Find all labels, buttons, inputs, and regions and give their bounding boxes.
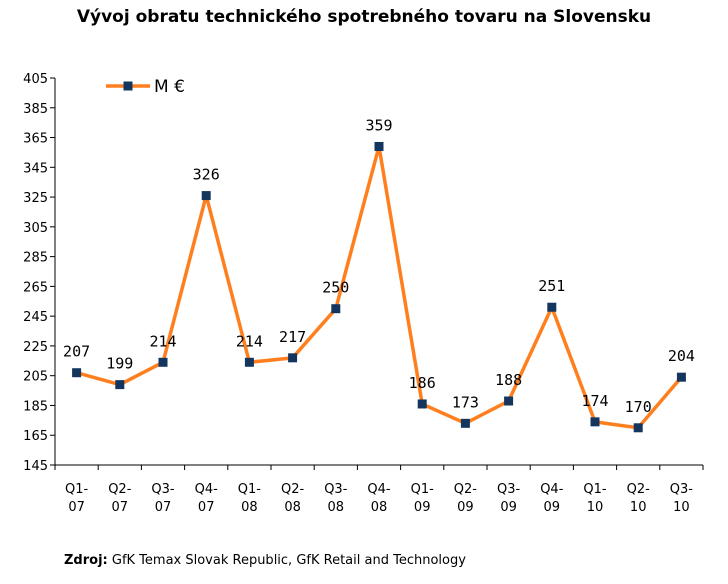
data-point [417, 399, 427, 409]
data-label: 173 [452, 393, 479, 411]
data-point [590, 417, 600, 427]
data-label: 186 [409, 374, 436, 392]
data-point [460, 418, 470, 428]
x-tick-label: Q4-09 [540, 482, 564, 515]
data-label: 250 [322, 279, 349, 297]
data-point [676, 372, 686, 382]
data-label: 199 [106, 355, 133, 373]
data-label: 214 [236, 332, 263, 350]
y-tick-label: 245 [23, 310, 48, 325]
data-label: 170 [625, 398, 652, 416]
data-point [633, 423, 643, 433]
data-label: 214 [149, 332, 176, 350]
x-tick-label: Q1-07 [65, 482, 89, 515]
x-tick-label: Q2-07 [108, 482, 132, 515]
source-note: Zdroj: GfK Temax Slovak Republic, GfK Re… [64, 553, 466, 568]
legend: M € [106, 77, 185, 97]
data-label: 174 [581, 392, 608, 410]
data-point [504, 396, 514, 406]
y-tick-label: 165 [23, 429, 48, 444]
y-tick-label: 285 [23, 251, 48, 266]
y-tick-label: 145 [23, 459, 48, 474]
y-tick-label: 385 [23, 102, 48, 117]
data-point [201, 191, 211, 201]
x-tick-label: Q3-07 [151, 482, 175, 515]
data-label: 251 [538, 277, 565, 295]
source-label: Zdroj: [64, 553, 108, 568]
data-label: 217 [279, 328, 306, 346]
y-tick-label: 405 [23, 72, 48, 87]
x-tick-label: Q1-10 [583, 482, 607, 515]
y-tick-label: 185 [23, 399, 48, 414]
legend-label: M € [154, 77, 185, 97]
x-tick-label: Q4-07 [195, 482, 219, 515]
y-tick-label: 325 [23, 191, 48, 206]
legend-marker [123, 81, 133, 91]
data-point [158, 357, 168, 367]
x-tick-label: Q2-08 [281, 482, 305, 515]
data-label: 326 [193, 166, 220, 184]
data-point [72, 368, 82, 378]
x-tick-label: Q3-10 [670, 482, 694, 515]
y-axis-ticks: 145 165 185 205 225 245 265 285 305 325 345 365 385 4… [23, 72, 55, 474]
data-point [331, 304, 341, 314]
series-line [76, 144, 683, 430]
y-tick-label: 305 [23, 221, 48, 236]
data-point [288, 353, 298, 363]
x-tick-label: Q1-08 [238, 482, 262, 515]
y-tick-label: 365 [23, 132, 48, 147]
x-tick-label: Q3-08 [324, 482, 348, 515]
x-tick-label: Q3-09 [497, 482, 521, 515]
chart-title: Vývoj obratu technického spotrebného tov… [77, 7, 651, 27]
y-tick-label: 265 [23, 280, 48, 295]
source-text: GfK Temax Slovak Republic, GfK Retail an… [107, 553, 466, 568]
data-point [244, 357, 254, 367]
x-tick-label: Q2-09 [454, 482, 478, 515]
data-point [115, 380, 125, 390]
data-label: 359 [365, 116, 392, 134]
data-label: 207 [63, 343, 90, 361]
data-label: 204 [668, 347, 695, 365]
x-tick-label: Q4-08 [367, 482, 391, 515]
x-tick-label: Q1-09 [411, 482, 435, 515]
y-tick-label: 225 [23, 340, 48, 355]
x-tick-label: Q2-10 [627, 482, 651, 515]
x-axis-ticks: Q1-07 Q2-07 Q3-07 Q4-07 Q1-08 Q2-08 Q3-08 Q4-08… [54, 465, 704, 515]
data-point [547, 302, 557, 312]
data-label: 188 [495, 371, 522, 389]
data-point [374, 141, 384, 151]
y-tick-label: 345 [23, 161, 48, 176]
series-m-eur: 207 199 214 326 214 217 250 359 186 173 188 251 174 1… [63, 116, 695, 433]
y-tick-label: 205 [23, 370, 48, 385]
